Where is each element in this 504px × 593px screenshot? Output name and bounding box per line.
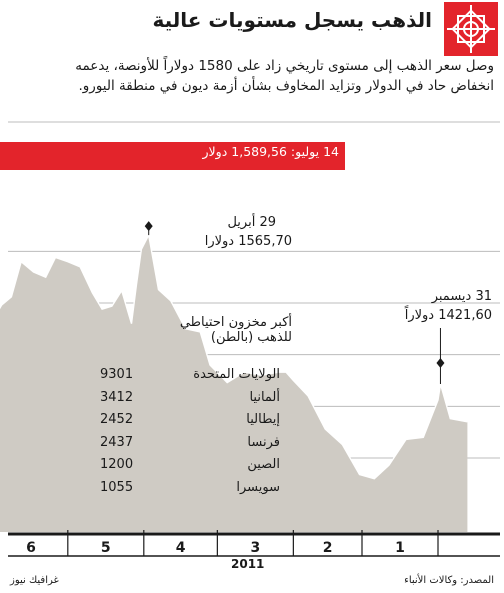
- subtitle-line-2: انخفاض حاد في الدولار وتزايد المخاوف بشأ…: [78, 78, 494, 94]
- month-label: 1: [395, 540, 405, 556]
- reserves-tonnes: 3412: [100, 389, 134, 405]
- peak-banner: [0, 142, 345, 170]
- reserves-tonnes: 1200: [100, 457, 134, 472]
- peak-date: 14 يوليو:: [290, 144, 339, 159]
- peak-value: 1,589,56 دولار: [202, 144, 287, 159]
- december-value: 1421,60 دولاراً: [404, 308, 492, 323]
- reserves-title-line-1: أكبر مخزون احتياطي: [179, 315, 292, 330]
- reserves-country: إيطاليا: [246, 412, 280, 427]
- month-label: 2: [323, 540, 333, 556]
- reserves-tonnes: 1055: [100, 479, 134, 495]
- month-dividers: [67, 530, 439, 556]
- gold-price-line: [0, 232, 468, 480]
- reserves-country: الولايات المتحدة: [193, 367, 280, 382]
- reserves-row: سويسرا 1055: [100, 480, 280, 501]
- reserves-country: الصين: [247, 457, 280, 472]
- december-date: 31 ديسمبر: [431, 289, 492, 304]
- brand-logo: [444, 2, 498, 56]
- reserves-row: إيطاليا 2452: [100, 412, 280, 433]
- december-marker: [436, 358, 445, 368]
- reserves-tonnes: 2437: [100, 434, 134, 450]
- reserves-tonnes: 2452: [100, 412, 134, 427]
- month-label: 5: [101, 540, 111, 556]
- month-label: 3: [250, 540, 260, 556]
- subtitle-line-1: وصل سعر الذهب إلى مستوى تاريخي زاد على 1…: [75, 58, 494, 74]
- month-labels: 1234567: [26, 540, 405, 556]
- april-marker: [144, 221, 153, 232]
- reserves-tonnes: 9301: [100, 367, 134, 382]
- chart-title: الذهب يسجل مستويات عالية: [152, 8, 432, 32]
- reserves-row: فرنسا 2437: [100, 435, 280, 456]
- reserves-row: الصين 1200: [100, 457, 280, 478]
- reserves-country: سويسرا: [236, 479, 280, 495]
- april-date: 29 أبريل: [227, 215, 276, 230]
- april-value: 1565,70 دولارا: [204, 234, 292, 249]
- month-label: 6: [26, 540, 36, 556]
- data-source: المصدر: وكالات الأنباء: [404, 575, 494, 586]
- reserves-row: الولايات المتحدة 9301: [100, 367, 280, 388]
- reserves-title-line-2: للذهب (بالطن): [210, 330, 292, 345]
- gold-price-area: [0, 235, 468, 532]
- reserves-country: ألمانيا: [249, 389, 280, 405]
- month-label: 4: [176, 540, 186, 556]
- reserves-table-title: أكبر مخزون احتياطي للذهب (بالطن): [180, 315, 292, 345]
- year-label: 2011: [231, 557, 265, 571]
- reserves-row: ألمانيا 3412: [100, 390, 280, 411]
- graphic-credit: غرافيك نيوز: [10, 575, 59, 586]
- peak-annotation: 14 يوليو: 1,589,56 دولار: [203, 144, 339, 159]
- reserves-country: فرنسا: [247, 434, 280, 450]
